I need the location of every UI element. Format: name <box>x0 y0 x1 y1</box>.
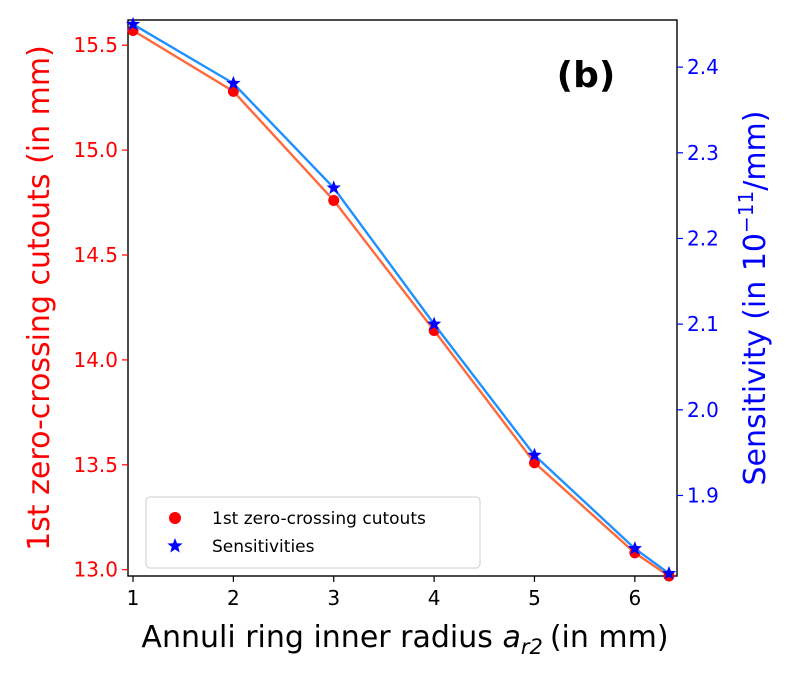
series-layer <box>125 16 677 582</box>
y-axis-right-title: Sensitivity (in 10−11/mm) <box>734 111 773 486</box>
y-left-tick-label: 15.5 <box>73 33 118 57</box>
legend-label-cutouts: 1st zero-crossing cutouts <box>212 509 426 529</box>
y-left-tick-label: 13.0 <box>73 558 118 582</box>
plot-frame <box>127 19 678 577</box>
data-point-sensitivities <box>326 180 341 194</box>
y-right-tick-label: 2.1 <box>687 312 719 336</box>
data-point-sensitivities <box>125 16 141 31</box>
x-axis-title: Annuli ring inner radius ar2 (in mm) <box>141 620 668 659</box>
x-axis-title-symbol: a <box>502 620 520 655</box>
x-axis-title-text: Annuli ring inner radius <box>141 620 492 655</box>
x-tick-label: 1 <box>127 586 140 610</box>
legend-marker-cutouts <box>169 512 181 524</box>
y-right-tick-label: 2.0 <box>687 398 719 422</box>
data-point-cutouts <box>328 194 340 206</box>
y-right-tick-label: 2.3 <box>687 141 719 165</box>
y-axis-left-title: 1st zero-crossing cutouts (in mm) <box>22 45 57 551</box>
data-point-cutouts <box>227 85 239 97</box>
x-tick-label: 2 <box>227 586 240 610</box>
y-left-tick-label: 14.0 <box>73 348 118 372</box>
x-axis: 1 2 3 4 5 6 <box>127 576 641 610</box>
data-point-sensitivities <box>527 447 542 462</box>
y-right-tick-label: 2.4 <box>687 55 719 79</box>
x-axis-title-unit: (in mm) <box>550 620 669 655</box>
legend-label-sensitivities: Sensitivities <box>212 537 315 557</box>
series-line-cutouts <box>132 29 670 577</box>
y-left-tick-label: 14.5 <box>73 243 118 267</box>
legend: 1st zero-crossing cutouts Sensitivities <box>145 496 481 569</box>
x-tick-label: 6 <box>628 586 641 610</box>
y-left-tick-label: 15.0 <box>73 138 118 162</box>
x-tick-label: 5 <box>528 586 541 610</box>
data-point-sensitivities <box>426 316 442 331</box>
y-axis-right-title-base: Sensitivity (in 10 <box>738 233 773 485</box>
panel-label: (b) <box>557 55 616 96</box>
legend-box <box>145 496 481 569</box>
data-point-sensitivities <box>226 75 241 90</box>
y-left-tick-label: 13.5 <box>73 453 118 477</box>
y-axis-right-title-tail: /mm) <box>738 111 773 191</box>
y-axis-right-title-exponent: −11 <box>734 191 758 233</box>
x-axis-title-subscript: r2 <box>521 635 543 659</box>
y-axis-right: 1.9 2.0 2.1 2.2 2.3 2.4 <box>677 55 719 507</box>
y-axis-left: 13.0 13.5 14.0 14.5 15.0 15.5 <box>73 33 128 582</box>
x-tick-label: 3 <box>327 586 340 610</box>
y-right-tick-label: 1.9 <box>687 483 719 507</box>
data-point-sensitivities <box>627 541 642 555</box>
data-point-sensitivities <box>661 565 677 580</box>
y-right-tick-label: 2.2 <box>687 226 719 250</box>
legend-marker-sensitivities <box>167 538 183 553</box>
x-tick-label: 4 <box>428 586 441 610</box>
series-line-sensitivities <box>132 23 670 575</box>
